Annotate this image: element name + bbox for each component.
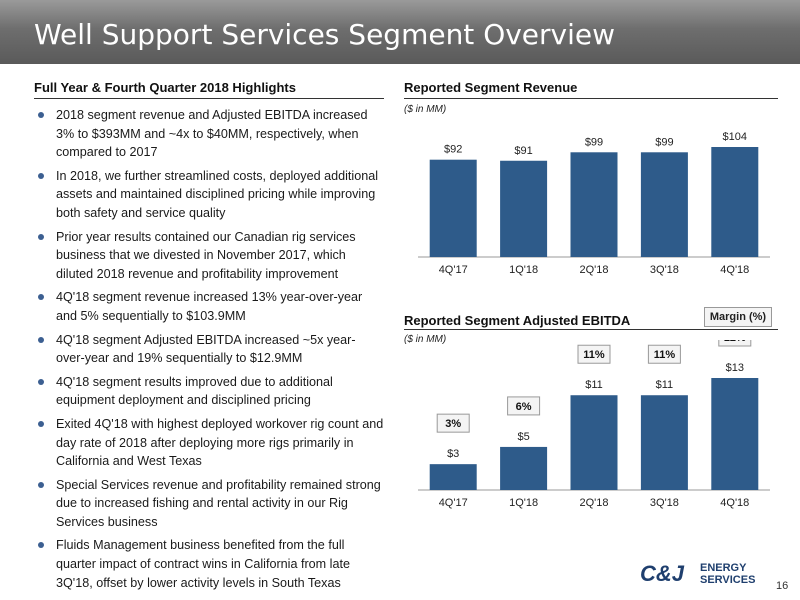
margin-box [507,396,541,416]
highlight-bullet: 4Q'18 segment results improved due to ad… [34,373,384,410]
revenue-rule [404,98,778,99]
data-label: $92 [444,144,462,156]
bar [640,395,688,490]
highlight-bullet: In 2018, we further streamlined costs, d… [34,167,384,223]
margin-box [647,344,681,364]
margin-box [436,413,470,433]
highlight-bullet: Prior year results contained our Canadia… [34,228,384,284]
x-tick-label: 1Q'18 [509,497,538,509]
highlight-bullet: Fluids Management business benefited fro… [34,536,384,592]
highlight-bullet: 4Q'18 segment revenue increased 13% year… [34,288,384,325]
title-bar: Well Support Services Segment Overview [0,0,800,64]
data-label: $99 [655,136,673,148]
bullet-dot-icon [38,336,44,343]
data-label: $3 [447,448,459,460]
data-label: $11 [585,379,603,391]
bar [500,446,548,490]
data-label: $5 [517,431,529,443]
bullet-dot-icon [38,378,44,385]
bullet-text: In 2018, we further streamlined costs, d… [56,168,379,220]
logo-line2: SERVICES [700,574,755,586]
bullet-text: Special Services revenue and profitabili… [56,477,381,529]
x-tick-label: 2Q'18 [579,264,608,276]
highlight-bullet: Special Services revenue and profitabili… [34,476,384,532]
ebitda-unit: ($ in MM) [404,334,447,345]
bullet-dot-icon [38,233,44,240]
company-logo: C&J ENERGY SERVICES [640,561,755,586]
bullet-dot-icon [38,542,44,549]
margin-label: 6% [516,401,532,413]
bullet-text: 4Q'18 segment Adjusted EBITDA increased … [56,332,356,366]
logo-mark: C&J [640,561,685,586]
highlight-bullet: 4Q'18 segment Adjusted EBITDA increased … [34,331,384,368]
bar [570,395,618,490]
bar [570,152,618,257]
bar [429,464,477,490]
highlights-heading: Full Year & Fourth Quarter 2018 Highligh… [34,80,296,95]
data-label: $13 [726,362,744,374]
margin-label: 3% [445,418,461,430]
ebitda-rule [404,329,778,330]
data-label: $11 [656,379,674,391]
page-number: 16 [776,580,789,592]
x-tick-label: 4Q'18 [720,264,749,276]
bar [640,152,688,257]
ebitda-chart: $3 4Q'17 3% $5 1Q'18 6% $11 2Q'18 11% $11 3Q'18 11%… [418,340,770,509]
bar [500,160,548,257]
x-tick-label: 4Q'17 [439,497,468,509]
bar [711,147,759,257]
highlights-list: 2018 segment revenue and Adjusted EBITDA… [34,106,384,597]
bullet-text: Prior year results contained our Canadia… [56,229,356,281]
highlights-rule [34,98,384,99]
slide-title: Well Support Services Segment Overview [34,18,616,51]
x-tick-label: 2Q'18 [579,497,608,509]
bullet-text: 4Q'18 segment results improved due to ad… [56,374,333,408]
data-label: $99 [585,136,603,148]
logo-line1: ENERGY [700,562,747,574]
margin-box [718,340,752,347]
revenue-unit: ($ in MM) [404,104,447,115]
margin-label: 12% [724,340,746,344]
x-tick-label: 3Q'18 [650,497,679,509]
bullet-text: 2018 segment revenue and Adjusted EBITDA… [56,108,368,160]
bullet-text: Fluids Management business benefited fro… [56,538,350,590]
x-tick-label: 1Q'18 [509,264,538,276]
x-tick-label: 4Q'18 [720,497,749,509]
margin-label: 11% [583,349,605,361]
revenue-chart: $92 4Q'17 $91 1Q'18 $99 2Q'18 $99 3Q'18 $104 4Q'1… [418,131,770,276]
ebitda-chart-title: Reported Segment Adjusted EBITDA [404,313,631,328]
bullet-dot-icon [38,172,44,179]
x-tick-label: 4Q'17 [439,264,468,276]
bullet-text: Exited 4Q'18 with highest deployed worko… [56,416,384,469]
bar [711,378,759,490]
margin-box [577,344,611,364]
bullet-dot-icon [38,112,44,118]
margin-label: 11% [654,349,676,361]
data-label: $91 [514,145,532,157]
x-tick-label: 3Q'18 [650,264,679,276]
margin-legend: Margin (%) [704,307,772,327]
highlight-bullet: Exited 4Q'18 with highest deployed worko… [34,415,384,471]
data-label: $104 [723,131,747,143]
revenue-chart-title: Reported Segment Revenue [404,80,578,95]
bullet-dot-icon [38,420,44,427]
bullet-dot-icon [38,294,44,301]
bullet-text: 4Q'18 segment revenue increased 13% year… [56,290,363,323]
highlight-bullet: 2018 segment revenue and Adjusted EBITDA… [34,106,384,162]
bar [429,159,477,257]
bullet-dot-icon [38,481,44,488]
